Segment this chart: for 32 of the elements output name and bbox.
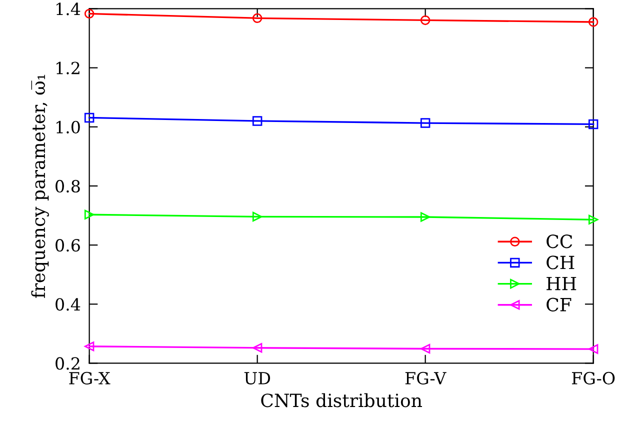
y-tick-label: 1.4: [56, 2, 80, 16]
point: [420, 212, 430, 222]
y-tick-label: 0.2: [56, 357, 80, 370]
y-tick-label: 0.8: [56, 180, 80, 193]
x-tick-label: UD: [244, 372, 270, 384]
y-tick-label: 1.0: [56, 120, 80, 134]
x-tick-label: FG-V: [405, 372, 446, 384]
point: [588, 119, 598, 130]
legend-label: CH: [546, 256, 574, 270]
x-tick-label: FG-X: [69, 372, 110, 384]
legend-label: CF: [546, 298, 572, 312]
y-axis-title: frequency parameter, ω̅₁: [31, 74, 49, 298]
legend-label: HH: [546, 276, 576, 290]
y-tick-label: 0.4: [56, 298, 80, 311]
point: [420, 15, 430, 26]
point: [420, 118, 430, 128]
point: [420, 344, 430, 354]
y-tick-label: 1.2: [56, 62, 80, 74]
point: [84, 342, 94, 352]
point: [588, 344, 598, 354]
point: [252, 13, 262, 24]
y-tick-label: 0.6: [56, 239, 80, 252]
x-tick-label: FG-O: [572, 372, 615, 384]
point: [84, 210, 94, 220]
point: [252, 212, 262, 222]
point: [588, 17, 598, 27]
point: [252, 116, 262, 126]
legend-label: CC: [546, 234, 572, 248]
x-axis-title: CNTs distribution: [261, 393, 422, 408]
point: [588, 214, 598, 225]
point: [84, 112, 94, 123]
point: [252, 343, 262, 353]
